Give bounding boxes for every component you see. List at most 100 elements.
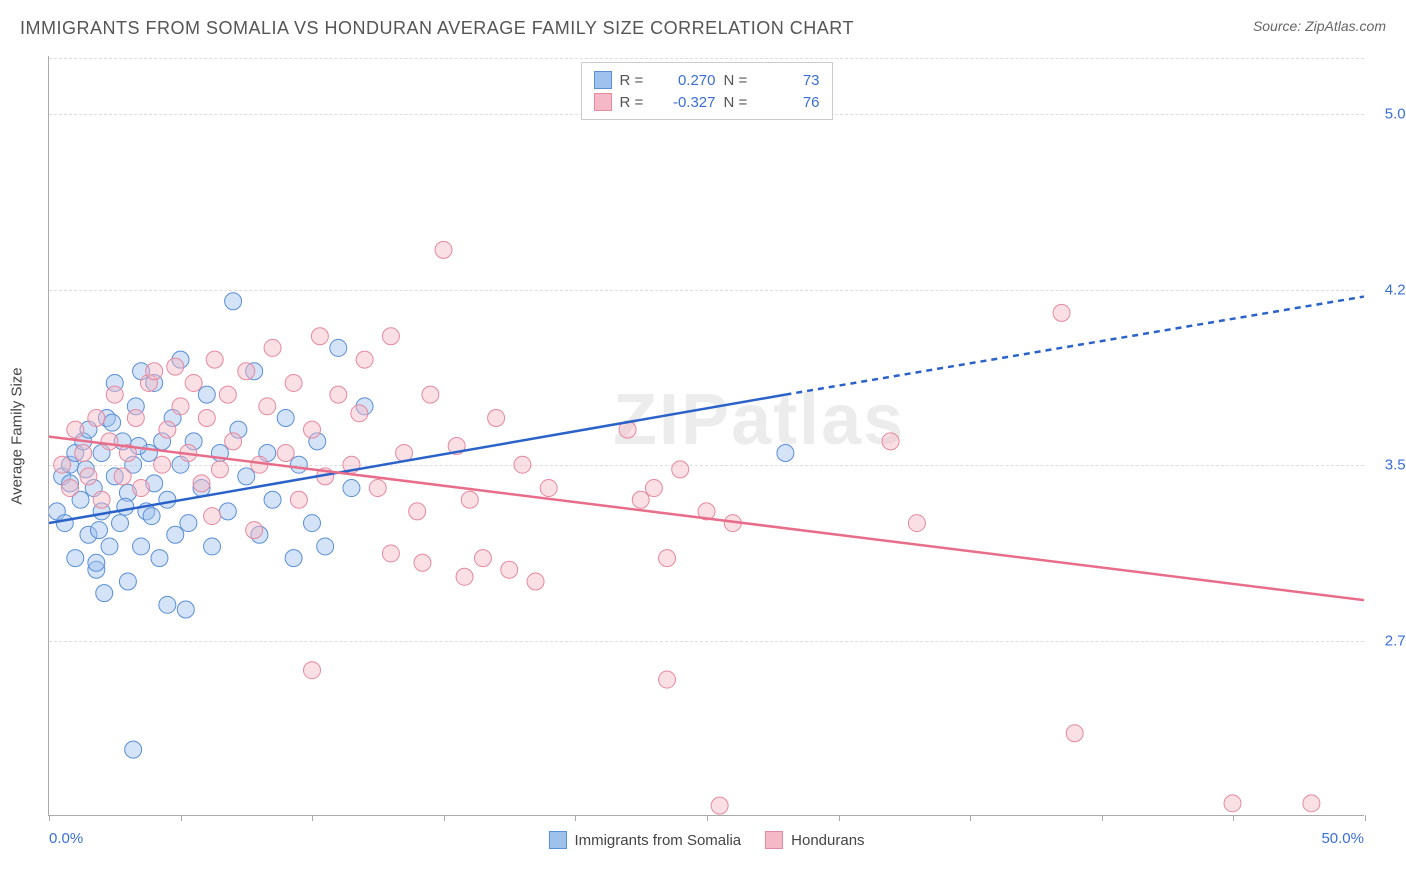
data-point bbox=[659, 671, 676, 688]
data-point bbox=[264, 491, 281, 508]
data-point bbox=[119, 573, 136, 590]
data-point bbox=[159, 596, 176, 613]
data-point bbox=[146, 363, 163, 380]
data-point bbox=[1066, 725, 1083, 742]
data-point bbox=[246, 522, 263, 539]
data-point bbox=[285, 550, 302, 567]
data-point bbox=[93, 491, 110, 508]
data-point bbox=[259, 398, 276, 415]
data-point bbox=[88, 554, 105, 571]
data-point bbox=[133, 480, 150, 497]
data-point bbox=[180, 515, 197, 532]
y-tick-label: 3.50 bbox=[1372, 457, 1406, 474]
legend-item-series2: Hondurans bbox=[765, 831, 864, 849]
y-tick-label: 4.25 bbox=[1372, 281, 1406, 298]
x-tick bbox=[181, 815, 182, 821]
data-point bbox=[154, 456, 171, 473]
data-point bbox=[198, 386, 215, 403]
trend-line bbox=[49, 437, 1364, 600]
data-point bbox=[167, 358, 184, 375]
data-point bbox=[645, 480, 662, 497]
data-point bbox=[330, 386, 347, 403]
data-point bbox=[211, 461, 228, 478]
data-point bbox=[225, 293, 242, 310]
data-point bbox=[159, 491, 176, 508]
n-label: N = bbox=[724, 94, 752, 111]
data-point bbox=[172, 398, 189, 415]
data-point bbox=[80, 468, 97, 485]
plot-svg bbox=[49, 56, 1364, 815]
data-point bbox=[330, 339, 347, 356]
data-point bbox=[356, 351, 373, 368]
data-point bbox=[311, 328, 328, 345]
x-tick bbox=[49, 815, 50, 821]
data-point bbox=[290, 491, 307, 508]
data-point bbox=[167, 526, 184, 543]
n-label: N = bbox=[724, 72, 752, 89]
data-point bbox=[114, 468, 131, 485]
r-label: R = bbox=[620, 72, 648, 89]
swatch-series1 bbox=[594, 71, 612, 89]
data-point bbox=[96, 585, 113, 602]
data-point bbox=[117, 498, 134, 515]
data-point bbox=[219, 386, 236, 403]
data-point bbox=[382, 545, 399, 562]
data-point bbox=[285, 374, 302, 391]
trend-line-extrapolated bbox=[785, 297, 1364, 395]
data-point bbox=[104, 414, 121, 431]
data-point bbox=[304, 421, 321, 438]
data-point bbox=[1303, 795, 1320, 812]
data-point bbox=[151, 550, 168, 567]
y-tick-label: 2.75 bbox=[1372, 632, 1406, 649]
data-point bbox=[1224, 795, 1241, 812]
data-point bbox=[290, 456, 307, 473]
data-point bbox=[159, 421, 176, 438]
x-axis-min-label: 0.0% bbox=[49, 830, 83, 847]
data-point bbox=[238, 363, 255, 380]
data-point bbox=[461, 491, 478, 508]
x-tick bbox=[1365, 815, 1366, 821]
series2-name: Hondurans bbox=[791, 832, 864, 849]
chart-title: IMMIGRANTS FROM SOMALIA VS HONDURAN AVER… bbox=[20, 18, 854, 39]
data-point bbox=[1053, 304, 1070, 321]
source-attribution: Source: ZipAtlas.com bbox=[1253, 18, 1386, 34]
x-tick bbox=[444, 815, 445, 821]
r-value-2: -0.327 bbox=[656, 94, 716, 111]
data-point bbox=[238, 468, 255, 485]
data-point bbox=[185, 374, 202, 391]
data-point bbox=[204, 538, 221, 555]
data-point bbox=[264, 339, 281, 356]
correlation-legend: R = 0.270 N = 73 R = -0.327 N = 76 bbox=[581, 62, 833, 120]
swatch-series2 bbox=[594, 93, 612, 111]
x-tick bbox=[312, 815, 313, 821]
x-tick bbox=[707, 815, 708, 821]
data-point bbox=[409, 503, 426, 520]
series-legend: Immigrants from Somalia Hondurans bbox=[548, 831, 864, 849]
y-tick-label: 5.00 bbox=[1372, 106, 1406, 123]
data-point bbox=[106, 386, 123, 403]
chart-area: Average Family Size ZIPatlas 2.753.504.2… bbox=[48, 56, 1364, 816]
data-point bbox=[456, 568, 473, 585]
data-point bbox=[304, 662, 321, 679]
legend-row-series1: R = 0.270 N = 73 bbox=[594, 69, 820, 91]
x-tick bbox=[1102, 815, 1103, 821]
data-point bbox=[204, 508, 221, 525]
data-point bbox=[277, 445, 294, 462]
n-value-1: 73 bbox=[760, 72, 820, 89]
data-point bbox=[62, 480, 79, 497]
data-point bbox=[143, 508, 160, 525]
legend-item-series1: Immigrants from Somalia bbox=[548, 831, 741, 849]
data-point bbox=[133, 538, 150, 555]
data-point bbox=[908, 515, 925, 532]
data-point bbox=[317, 538, 334, 555]
data-point bbox=[277, 409, 294, 426]
y-axis-title: Average Family Size bbox=[9, 367, 26, 504]
data-point bbox=[219, 503, 236, 520]
data-point bbox=[527, 573, 544, 590]
data-point bbox=[67, 550, 84, 567]
data-point bbox=[193, 475, 210, 492]
x-axis-max-label: 50.0% bbox=[1321, 830, 1364, 847]
x-tick bbox=[970, 815, 971, 821]
data-point bbox=[435, 241, 452, 258]
data-point bbox=[304, 515, 321, 532]
